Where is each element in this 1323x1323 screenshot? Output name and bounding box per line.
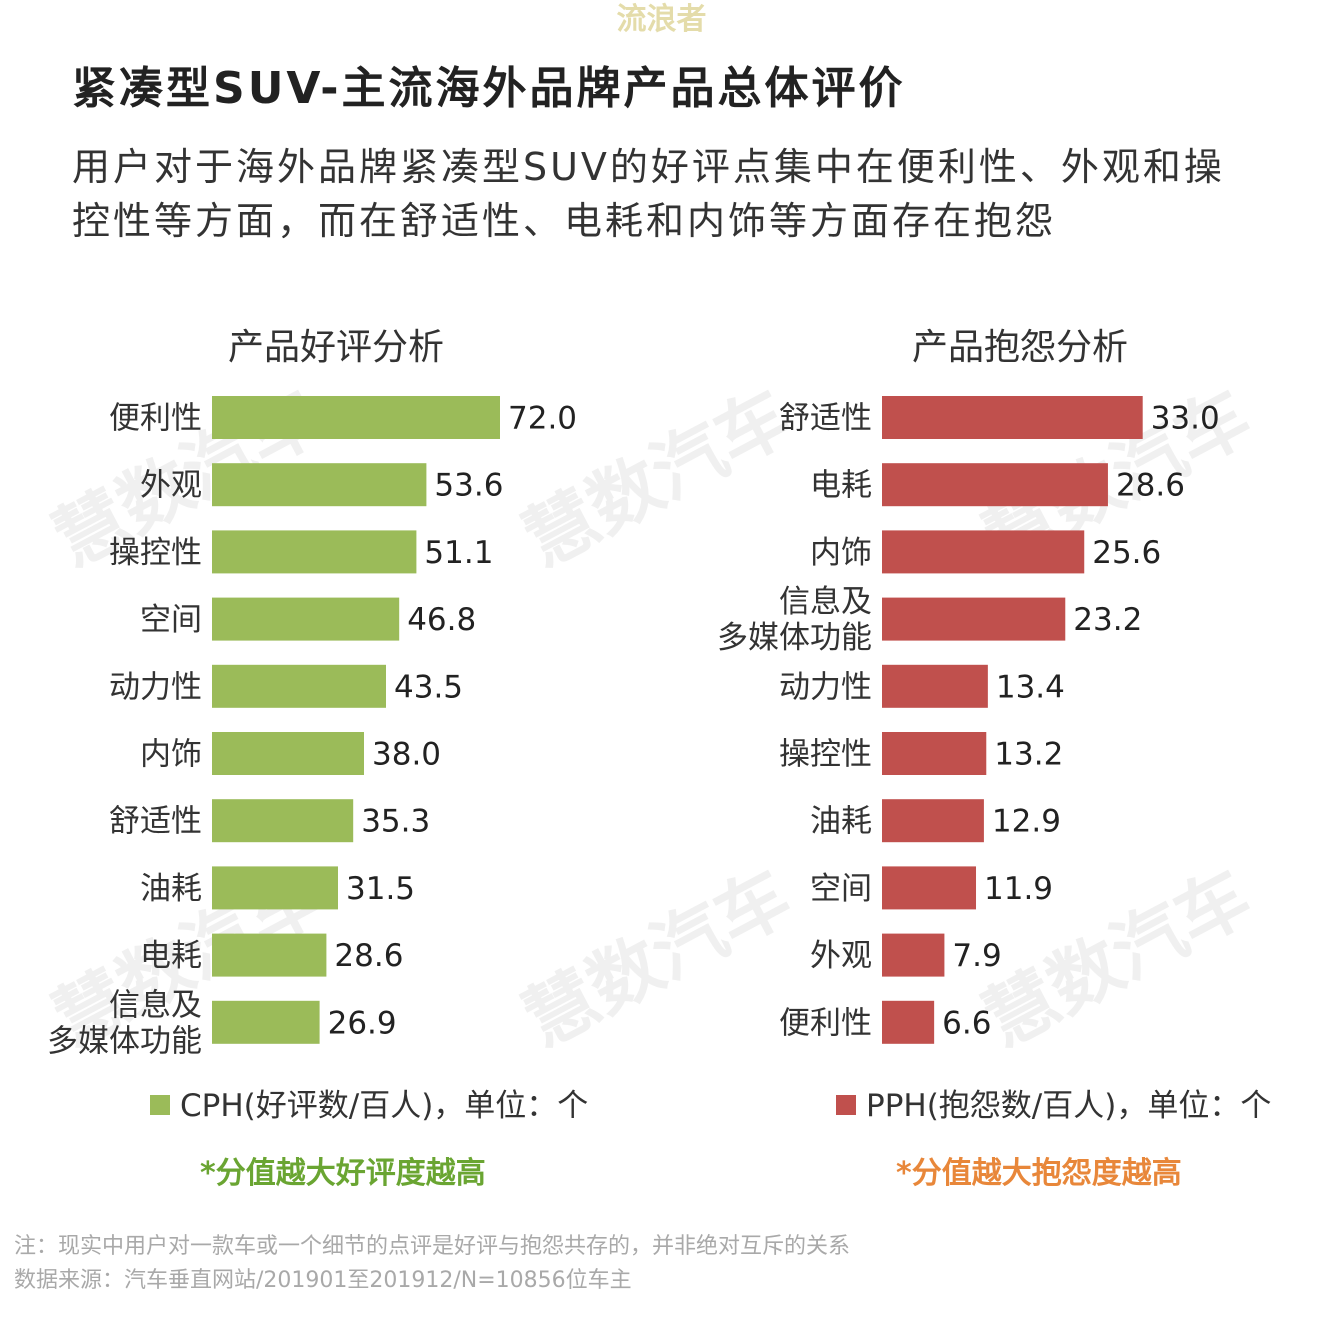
negative-value-label: 33.0 [1151,401,1220,437]
positive-bar [212,732,364,775]
positive-value-label: 38.0 [372,737,441,773]
page-title: 紧凑型SUV-主流海外品牌产品总体评价 [72,63,906,114]
negative-bar [882,933,945,977]
negative-bar [882,396,1143,439]
negative-value-label: 23.2 [1073,602,1142,638]
negative-category-label: 油耗 [810,804,872,840]
negative-bar [882,1000,935,1044]
negative-value-label: 13.4 [996,669,1065,705]
positive-bar-chart: 72.0 便利性 53.6 外观 51.1 操控性 46.8 空间 43.5 动力性 38.0 内饰 3… [47,396,577,1059]
positive-value-label: 51.1 [424,535,493,571]
negative-bar [882,597,1066,641]
positive-value-label: 31.5 [346,871,415,907]
positive-note: *分值越大好评度越高 [200,1156,486,1191]
footer-source: 数据来源：汽车垂直网站/201901至201912/N=10856位车主 [14,1268,632,1293]
negative-category-label: 便利性 [779,1005,872,1041]
positive-category-label: 油耗 [140,871,202,907]
positive-category-label: 舒适性 [109,804,202,840]
negative-category-label: 电耗 [810,468,872,504]
footer-note: 注：现实中用户对一款车或一个细节的点评是好评与抱怨共存的，并非绝对互斥的关系 [14,1234,851,1259]
negative-bar [882,866,977,910]
positive-bar [212,799,354,843]
positive-category-label: 操控性 [109,535,202,571]
positive-bar [212,933,327,977]
positive-bar [212,396,500,439]
top-watermark: 流浪者 [616,2,707,37]
positive-legend: CPH(好评数/百人)，单位：个 [150,1080,588,1125]
negative-legend: PPH(抱怨数/百人)，单位：个 [836,1080,1271,1125]
positive-bar [212,463,427,507]
page-subtitle: 用户对于海外品牌紧凑型SUV的好评点集中在便利性、外观和操控性等方面，而在舒适性… [72,145,1225,243]
positive-category-label: 电耗 [140,938,202,974]
positive-value-label: 72.0 [508,401,577,437]
negative-note: *分值越大抱怨度越高 [896,1156,1182,1191]
positive-category-label: 信息及多媒体功能 [47,987,202,1059]
positive-value-label: 43.5 [394,669,463,705]
positive-value-label: 26.9 [328,1005,397,1041]
positive-value-label: 28.6 [334,938,403,974]
positive-value-label: 53.6 [434,468,503,504]
negative-bar [882,732,987,775]
negative-bar [882,799,984,843]
negative-value-label: 6.6 [942,1005,991,1041]
negative-category-label: 信息及多媒体功能 [717,584,872,656]
positive-value-label: 46.8 [407,602,476,638]
negative-bar [882,530,1085,574]
negative-bar-chart: 33.0 舒适性 28.6 电耗 25.6 内饰 23.2 信息及多媒体功能 13.4 动力性 13… [717,396,1220,1044]
negative-legend-label: PPH(抱怨数/百人)，单位：个 [866,1088,1272,1124]
positive-category-label: 动力性 [109,669,202,705]
legend-swatch-green [150,1094,170,1115]
positive-bar [212,597,400,641]
positive-value-label: 35.3 [361,804,430,840]
positive-bar [212,866,338,910]
positive-category-label: 空间 [140,602,202,638]
negative-category-label: 空间 [810,871,872,907]
negative-category-label: 舒适性 [779,401,872,437]
positive-chart-title: 产品好评分析 [228,327,445,368]
positive-bar [212,1000,320,1044]
negative-value-label: 12.9 [992,804,1061,840]
negative-value-label: 7.9 [952,938,1001,974]
negative-value-label: 25.6 [1092,535,1161,571]
positive-bar [212,530,417,574]
negative-category-label: 内饰 [810,535,872,571]
positive-legend-label: CPH(好评数/百人)，单位：个 [180,1088,589,1124]
legend-swatch-red [836,1094,856,1115]
negative-chart-title: 产品抱怨分析 [912,327,1129,368]
negative-value-label: 11.9 [984,871,1053,907]
negative-bar [882,664,988,708]
negative-category-label: 外观 [810,938,872,974]
negative-value-label: 13.2 [994,737,1063,773]
positive-category-label: 内饰 [140,737,202,773]
negative-category-label: 操控性 [779,737,872,773]
positive-bar [212,664,386,708]
negative-value-label: 28.6 [1116,468,1185,504]
negative-bar [882,463,1108,507]
negative-category-label: 动力性 [779,669,872,705]
positive-category-label: 外观 [140,468,202,504]
positive-category-label: 便利性 [109,401,202,437]
